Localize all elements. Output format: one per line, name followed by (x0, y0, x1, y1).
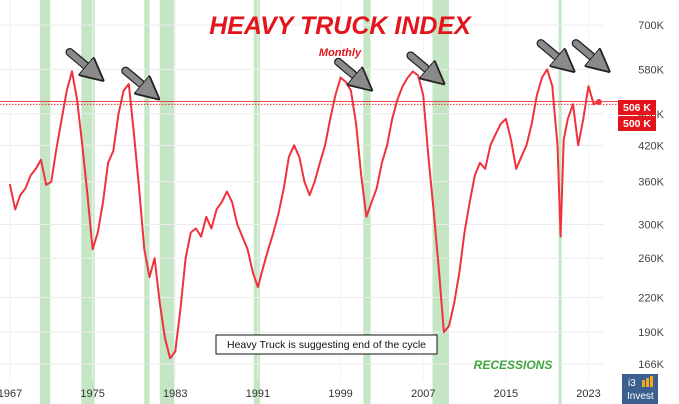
y-tick-label: 166K (638, 359, 664, 371)
logo-bar-icon (650, 376, 653, 387)
annotation-box: Heavy Truck is suggesting end of the cyc… (215, 334, 438, 355)
logo-line2: Invest (627, 391, 654, 402)
arrow-icon (66, 49, 96, 74)
y-tick-label: 420K (638, 140, 664, 152)
x-tick-label: 1975 (80, 388, 104, 400)
reference-lines (0, 101, 618, 105)
x-axis-labels: 1967 1975 1983 1991 1999 2007 2015 2023 (0, 388, 601, 400)
recession-bands (39, 0, 562, 404)
last-value-point (595, 98, 602, 105)
chart-title: HEAVY TRUCK INDEX (209, 12, 472, 40)
recession-band (144, 0, 150, 404)
annotation-text: Heavy Truck is suggesting end of the cyc… (227, 339, 426, 351)
x-tick-label: 1983 (163, 388, 187, 400)
y-tick-label: 220K (638, 293, 664, 305)
logo-bar-icon (646, 378, 649, 387)
recession-band (363, 0, 371, 404)
badge-506-label: 506 K (623, 102, 651, 114)
badge-500-label: 500 K (623, 118, 651, 130)
x-tick-label: 1999 (328, 388, 352, 400)
y-tick-label: 580K (638, 64, 664, 76)
y-axis-labels: 700K580K480K420K360K300K260K220K190K166K (638, 20, 664, 371)
recession-band (39, 0, 51, 404)
y-tick-label: 700K (638, 20, 664, 32)
y-tick-label: 260K (638, 253, 664, 265)
recession-band (432, 0, 450, 404)
arrow-icon (407, 52, 437, 78)
recessions-label: RECESSIONS (474, 358, 553, 372)
y-tick-label: 360K (638, 177, 664, 189)
chart-subtitle: Monthly (319, 47, 362, 59)
arrow-icon (572, 40, 602, 65)
x-tick-label: 2015 (494, 388, 518, 400)
i3-invest-logo: i3 Invest (622, 374, 658, 404)
y-tick-label: 190K (638, 327, 664, 339)
annotation-arrows (65, 39, 602, 93)
badge-506: 506 K (618, 100, 656, 115)
series-lines (9, 68, 602, 360)
y-tick-label: 300K (638, 220, 664, 232)
series-line (9, 68, 600, 360)
arrow-icon (122, 67, 152, 93)
x-tick-label: 2023 (576, 388, 600, 400)
logo-line1: i3 (628, 378, 636, 389)
x-tick-label: 1991 (246, 388, 270, 400)
badge-500: 500 K (618, 116, 656, 131)
x-tick-label: 2007 (411, 388, 435, 400)
recession-band (159, 0, 175, 404)
recession-band (253, 0, 260, 404)
logo-bar-icon (642, 380, 645, 387)
arrow-icon (537, 40, 567, 65)
x-tick-label: 1967 (0, 388, 22, 400)
arrow-icon (335, 59, 364, 84)
